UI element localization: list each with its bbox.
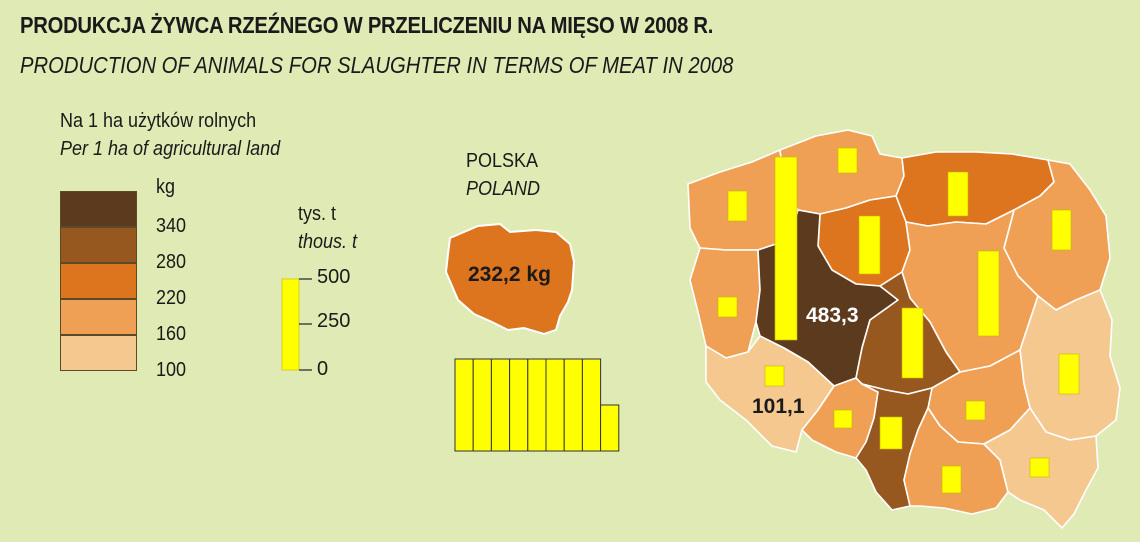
legend-swatch-3 <box>60 263 137 299</box>
bar-lubuskie <box>717 296 738 318</box>
legend-threshold: 340 <box>156 215 187 237</box>
bar-opolskie <box>833 409 853 429</box>
voivodeship-map <box>687 129 1121 529</box>
bar-podkarpackie <box>1029 457 1050 478</box>
poland-stack-bar <box>545 358 565 452</box>
legend-caption-en: Per 1 ha of agricultural land <box>60 138 281 160</box>
poland-label-en: POLAND <box>466 178 541 200</box>
bar-kujawsko-pomorskie <box>858 215 881 275</box>
poland-stack-bar <box>509 358 529 452</box>
map-title: PRODUKCJA ŻYWCA RZEŹNEGO W PRZELICZENIU … <box>20 12 714 38</box>
bar-lodzkie <box>901 307 924 379</box>
poland-outline <box>444 222 576 336</box>
poland-label-pl: POLSKA <box>466 150 539 172</box>
poland-stack-bar <box>527 358 547 452</box>
bar-pomorskie <box>837 147 858 174</box>
region-malopolskie <box>903 407 1009 515</box>
bar-malopolskie <box>941 465 962 494</box>
bar-legend-unit-pl: tys. t <box>298 203 337 225</box>
legend-threshold: 100 <box>156 359 187 381</box>
poland-stack-bar <box>490 358 511 452</box>
min-value-label: 101,1 <box>752 395 805 418</box>
poland-stack-bar <box>472 358 492 452</box>
poland-stack-bar <box>454 358 474 452</box>
map-subtitle: PRODUCTION OF ANIMALS FOR SLAUGHTER IN T… <box>20 52 734 78</box>
poland-stack-bar <box>581 358 602 452</box>
bar-slaskie <box>879 416 903 450</box>
bar-scale-tick: 0 <box>317 358 329 380</box>
legend-unit: kg <box>156 176 176 198</box>
bar-scale-tick: 500 <box>317 266 351 288</box>
bar-mazowieckie <box>977 250 1000 337</box>
poland-stack-bar <box>563 358 583 452</box>
legend-swatch-1 <box>60 191 137 227</box>
bar-scale-tick: 250 <box>317 310 351 332</box>
bar-podlaskie <box>1051 209 1072 251</box>
legend-threshold: 160 <box>156 323 187 345</box>
bar-legend-unit-en: thous. t <box>298 231 358 253</box>
legend-swatch-5 <box>60 335 137 371</box>
bar-lubelskie <box>1058 353 1080 395</box>
bar-dolnoslaskie <box>764 365 785 387</box>
bar-scale-legend <box>281 278 312 371</box>
bar-warminsko-mazurskie <box>947 171 969 217</box>
region-production-bars <box>717 147 1080 494</box>
poland-production-stack <box>454 358 620 452</box>
bar-wielkopolskie <box>774 156 798 341</box>
legend-caption-pl: Na 1 ha użytków rolnych <box>60 110 257 132</box>
legend-threshold: 280 <box>156 251 187 273</box>
poland-stack-bar <box>600 404 620 452</box>
bar-swietokrzyskie <box>965 400 986 421</box>
legend-swatch-4 <box>60 299 137 335</box>
bar-zachodniopomorskie <box>727 190 748 222</box>
legend-swatch-2 <box>60 227 137 263</box>
max-value-label: 483,3 <box>806 304 859 327</box>
legend-threshold: 220 <box>156 287 187 309</box>
poland-value: 232,2 kg <box>468 263 551 286</box>
